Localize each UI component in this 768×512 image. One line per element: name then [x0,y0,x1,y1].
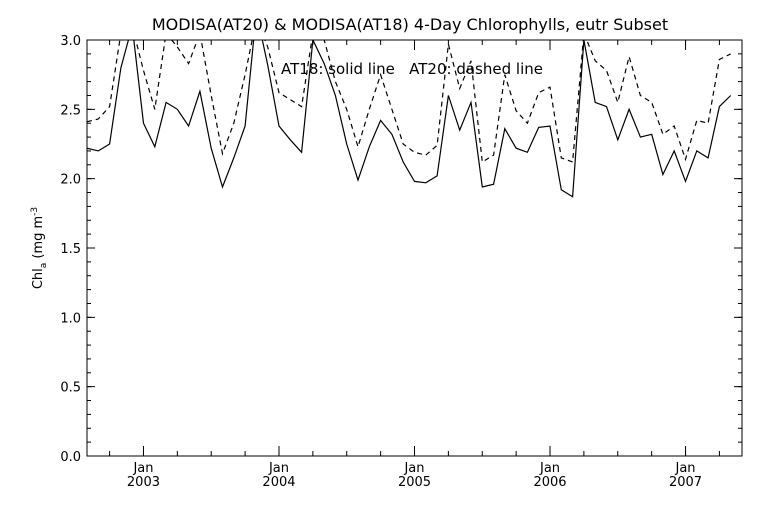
x-tick-year: 2006 [533,475,566,490]
x-tick-year: 2003 [127,475,160,490]
y-label-sub: a [39,263,49,269]
y-tick-label: 3.0 [60,34,81,49]
x-tick-year: 2005 [398,475,431,490]
x-tick-year: 2007 [669,475,702,490]
x-tick-month: Jan [539,461,560,476]
y-tick-label: 2.0 [60,173,81,188]
x-tick-month: Jan [268,461,289,476]
plot-frame [86,39,743,457]
chart-title: MODISA(AT20) & MODISA(AT18) 4-Day Chloro… [152,15,668,34]
y-label-unit: (mg m [31,216,46,263]
y-label-sup: -3 [30,207,40,216]
x-tick-month: Jan [132,461,153,476]
x-tick-month: Jan [675,461,696,476]
y-tick-label: 1.5 [60,242,81,257]
x-tick-year: 2004 [262,475,295,490]
series-line-at18 [87,40,732,198]
y-axis-label: Chla (mg m-3 [30,207,49,289]
y-tick-label: 1.0 [60,311,81,326]
legend-annotation: AT18: solid line AT20: dashed line [281,60,543,78]
y-tick-label: 0.5 [60,381,81,396]
y-label-main: Chl [31,268,46,289]
y-tick-label: 0.0 [60,450,81,465]
x-tick-month: Jan [403,461,424,476]
series-group [87,40,732,198]
y-tick-label: 2.5 [60,103,81,118]
y-axis: 0.0 0.5 1.0 1.5 2.0 2.5 3.0 [60,34,742,465]
series-line-at20 [87,40,731,164]
